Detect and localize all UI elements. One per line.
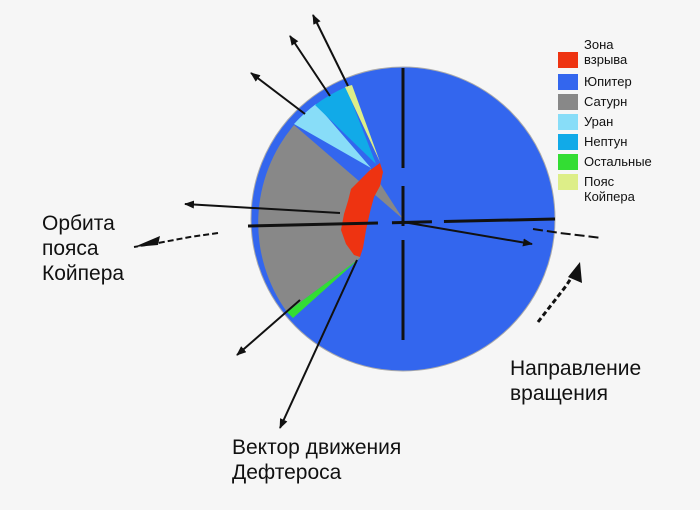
- legend-swatch-neptune: [558, 134, 578, 150]
- kuiper-orbit-left-arrowhead: [134, 236, 160, 247]
- legend-label-neptune: Нептун: [584, 134, 628, 149]
- legend-label-explosion: Зона взрыва: [584, 37, 628, 67]
- legend-swatch-uranus: [558, 114, 578, 130]
- rotation-direction-arrow: [536, 271, 577, 323]
- saturn-segment: [258, 125, 403, 312]
- debris-arrow-south-west: [236, 299, 301, 356]
- legend-swatch-others: [558, 154, 578, 170]
- legend-label-jupiter: Юпитер: [584, 74, 632, 89]
- rotation-direction-arrowhead: [568, 262, 582, 283]
- motion-vector-arrow: [279, 259, 358, 429]
- legend-swatch-explosion: [558, 52, 578, 68]
- neptune-segment: [315, 87, 376, 164]
- rotation-direction-label: Направление вращения: [510, 357, 642, 405]
- debris-arrow-east: [402, 221, 533, 247]
- legend-swatch-saturn: [558, 94, 578, 110]
- uranus-segment: [294, 104, 371, 168]
- debris-arrow-west: [184, 200, 341, 214]
- kuiper-orbit-label: Орбита пояса Койпера: [42, 212, 125, 285]
- kuiper-orbit-right-mark: [532, 228, 603, 239]
- legend-swatch-kuiper: [558, 174, 578, 190]
- legend-swatch-jupiter: [558, 74, 578, 90]
- kuiper-orbit-line: [247, 217, 556, 228]
- legend-label-uranus: Уран: [584, 114, 614, 129]
- debris-arrow-north-west-2: [250, 72, 306, 115]
- legend-label-kuiper: Пояс Койпера: [584, 174, 635, 204]
- motion-vector-label: Вектор движения Дефтероса: [232, 436, 402, 484]
- kuiper-segment: [345, 85, 380, 162]
- debris-arrow-north: [312, 14, 349, 87]
- legend-label-saturn: Сатурн: [584, 94, 628, 109]
- legend-label-others: Остальные: [584, 154, 652, 169]
- explosion-zone: [341, 163, 383, 257]
- others-segment: [287, 258, 360, 318]
- debris-arrow-north-west: [289, 35, 331, 97]
